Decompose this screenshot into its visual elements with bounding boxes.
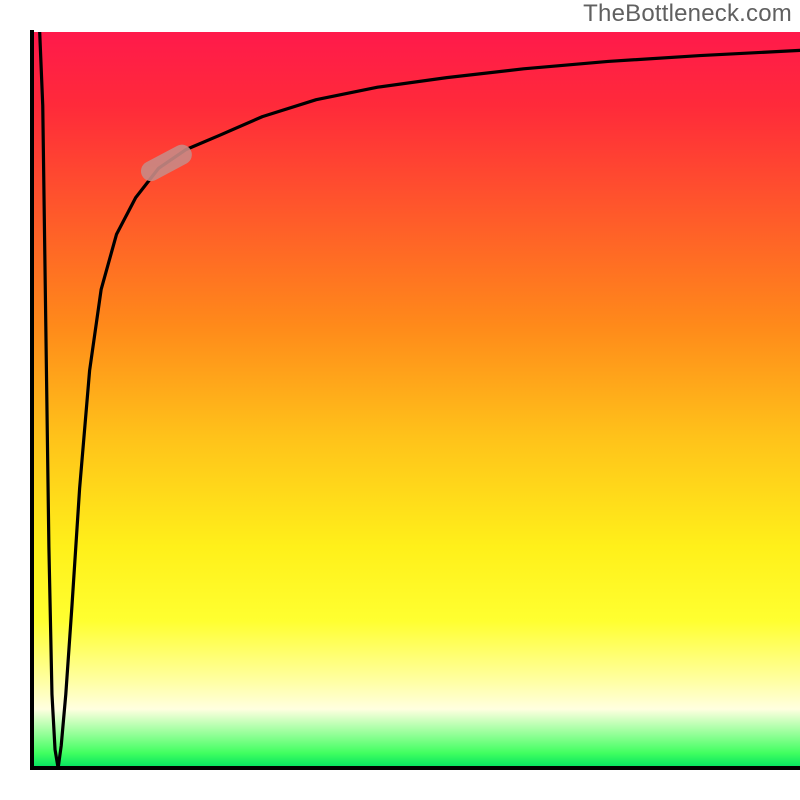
- chart-container: TheBottleneck.com: [0, 0, 800, 800]
- gradient-background: [32, 32, 800, 768]
- bottleneck-curve-chart: [0, 0, 800, 800]
- source-watermark: TheBottleneck.com: [583, 0, 792, 28]
